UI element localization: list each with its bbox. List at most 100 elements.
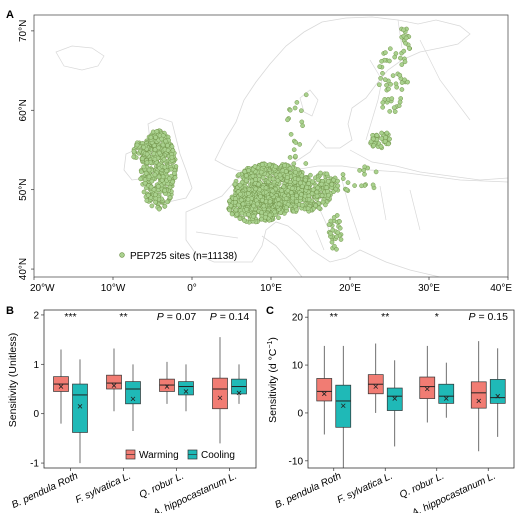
significance-label: P = 0.07 [157, 311, 197, 323]
site-point [283, 205, 289, 210]
cooling-box [125, 381, 141, 405]
site-point [163, 138, 169, 144]
site-point [298, 180, 303, 186]
site-point [361, 167, 367, 173]
site-point [371, 143, 377, 148]
site-point [145, 192, 151, 198]
site-point [162, 164, 168, 170]
site-point [306, 181, 312, 186]
cooling-box [72, 383, 88, 433]
site-point [139, 156, 145, 162]
site-point [287, 107, 293, 113]
site-point [392, 54, 398, 60]
site-point [245, 197, 251, 202]
site-point [148, 135, 154, 140]
site-point [376, 82, 382, 88]
site-point [244, 206, 249, 212]
site-point [287, 155, 293, 160]
site-point [315, 185, 321, 191]
site-point [146, 167, 152, 173]
site-point [397, 99, 403, 105]
site-point [263, 199, 269, 204]
warming-box [316, 378, 333, 402]
y-tick-label: -1 [30, 459, 39, 470]
site-point [382, 138, 388, 144]
site-point [285, 188, 291, 193]
map-x-tick-label: 20°E [339, 283, 361, 294]
site-point [308, 172, 313, 178]
category-label: F. sylvatica L. [74, 471, 133, 506]
site-point [141, 164, 147, 170]
panel-c-ylabel: Sensitivity (d °C−1) [267, 337, 279, 423]
cooling-box [386, 387, 403, 411]
map-land [55, 16, 508, 277]
site-point [259, 162, 265, 167]
panel-c-letter: C [266, 305, 274, 317]
site-point [277, 172, 283, 178]
site-point [263, 185, 269, 191]
panel-b-boxplot: B Sensitivity (Unitless) -1 0 1 2 B. pendula… [6, 305, 257, 513]
site-point [279, 188, 285, 194]
site-point [352, 183, 357, 188]
plot-frame [307, 309, 515, 469]
site-point [319, 181, 325, 187]
mean-marker [77, 403, 83, 409]
mean-marker [392, 396, 398, 401]
site-point [391, 105, 397, 111]
site-point [234, 211, 240, 217]
cooling-legend-label: Cooling [201, 450, 235, 461]
pep725-sites [131, 26, 413, 252]
category-label: F. sylvatica L. [336, 471, 395, 506]
y-tick-label: 0 [297, 408, 303, 419]
site-point [405, 79, 410, 85]
site-point [141, 189, 147, 195]
site-point [294, 199, 299, 204]
site-point [380, 104, 386, 110]
site-point [256, 181, 261, 187]
mean-marker [164, 384, 170, 389]
site-point [149, 178, 155, 184]
site-point [386, 86, 391, 92]
site-point [160, 142, 166, 148]
site-point [153, 199, 158, 205]
map-x-tick-label: 10°W [101, 283, 126, 294]
map-x-tick-label: 30°E [418, 283, 440, 294]
site-point [238, 197, 244, 203]
mean-marker [495, 393, 501, 399]
site-point [304, 185, 310, 190]
site-point [326, 192, 331, 198]
site-point [328, 230, 333, 236]
site-point [403, 40, 408, 46]
site-point [295, 176, 301, 182]
site-point [238, 191, 243, 197]
site-point [374, 133, 380, 138]
site-point [131, 154, 137, 160]
cooling-box [438, 383, 455, 404]
significance-label: ** [330, 311, 338, 323]
site-point [156, 206, 162, 212]
site-point [169, 155, 175, 160]
site-legend-marker [119, 252, 125, 258]
site-point [299, 119, 305, 125]
site-point [246, 168, 251, 173]
site-point [270, 188, 276, 194]
site-point [314, 193, 320, 199]
site-point [144, 198, 150, 203]
site-point [384, 130, 390, 136]
site-point [239, 210, 245, 216]
site-point [299, 202, 305, 208]
site-point [379, 130, 384, 136]
site-point [378, 143, 384, 149]
site-point [156, 174, 162, 180]
site-point [289, 185, 295, 191]
site-point [267, 162, 272, 168]
site-point [325, 189, 330, 194]
site-point [237, 182, 243, 188]
significance-label: P = 0.14 [210, 311, 250, 323]
site-point [257, 187, 263, 193]
site-point [303, 161, 309, 166]
site-point [227, 198, 233, 204]
site-point [380, 100, 386, 105]
warming-box [419, 376, 436, 399]
site-point [254, 201, 260, 207]
